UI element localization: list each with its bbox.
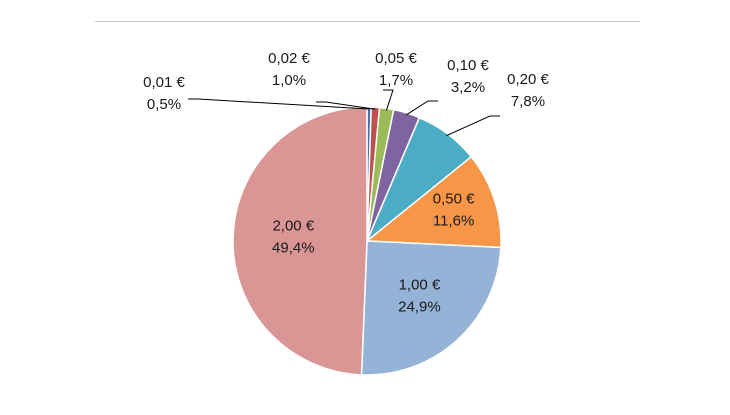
pie-slice <box>364 155 502 249</box>
slice-category-label: 0,02 € <box>268 50 310 67</box>
leader-lines-layer <box>188 89 500 137</box>
leader-line <box>405 100 438 116</box>
slice-category-label: 0,10 € <box>447 57 489 74</box>
slice-percent-label: 49,4% <box>272 239 315 256</box>
pie-slice <box>360 240 502 376</box>
slice-category-label: 0,05 € <box>375 50 417 67</box>
slices-layer <box>232 106 502 376</box>
slice-category-label: 0,50 € <box>433 191 475 208</box>
slice-category-label: 0,20 € <box>507 71 549 88</box>
pie-slice <box>232 106 368 376</box>
slice-percent-label: 7,8% <box>511 93 545 110</box>
leader-line <box>316 101 376 110</box>
leader-line <box>446 115 500 137</box>
leader-line <box>383 89 394 111</box>
slice-category-label: 2,00 € <box>272 217 314 234</box>
slice-percent-label: 3,2% <box>451 79 485 96</box>
slice-percent-label: 11,6% <box>433 213 474 230</box>
slice-percent-label: 1,7% <box>379 72 413 89</box>
top-divider <box>95 21 640 22</box>
slice-category-label: 1,00 € <box>399 276 441 293</box>
slice-percent-label: 1,0% <box>272 72 306 89</box>
slice-category-label: 0,01 € <box>143 74 185 91</box>
data-labels-layer: 0,01 € 0,5% 0,02 € 1,0% 0,05 € 1,7% 0,10 € 3,2%… <box>143 50 549 315</box>
slice-percent-label: 0,5% <box>147 96 181 113</box>
slice-percent-label: 24,9% <box>398 298 441 315</box>
leader-line <box>188 98 370 110</box>
